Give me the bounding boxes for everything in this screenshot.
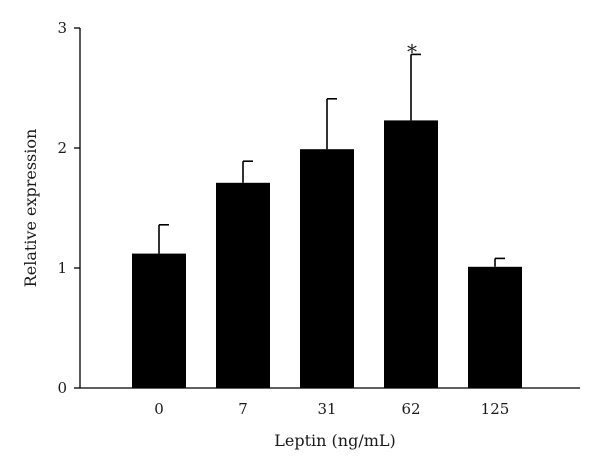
bar — [300, 149, 354, 388]
y-tick-label: 3 — [57, 19, 67, 37]
y-axis-label: Relative expression — [21, 129, 40, 288]
bar — [384, 120, 438, 389]
x-tick-label: 0 — [154, 400, 164, 418]
bars — [132, 120, 522, 389]
significance-marker: * — [407, 39, 417, 63]
error-bars — [158, 53, 505, 267]
bar — [216, 182, 270, 388]
x-tick-label: 125 — [481, 400, 510, 418]
y-tick-label: 1 — [57, 259, 67, 277]
x-axis-label: Leptin (ng/mL) — [274, 431, 396, 450]
y-ticks: 0 1 2 3 — [57, 19, 80, 397]
bar — [132, 253, 186, 388]
x-tick-label: 62 — [401, 400, 420, 418]
x-tick-label: 7 — [238, 400, 248, 418]
annotations: * — [407, 39, 417, 63]
bar — [468, 266, 522, 388]
x-ticks: 0 7 31 62 125 — [154, 400, 509, 418]
x-tick-label: 31 — [317, 400, 336, 418]
y-tick-label: 0 — [57, 379, 67, 397]
y-tick-label: 2 — [57, 139, 67, 157]
